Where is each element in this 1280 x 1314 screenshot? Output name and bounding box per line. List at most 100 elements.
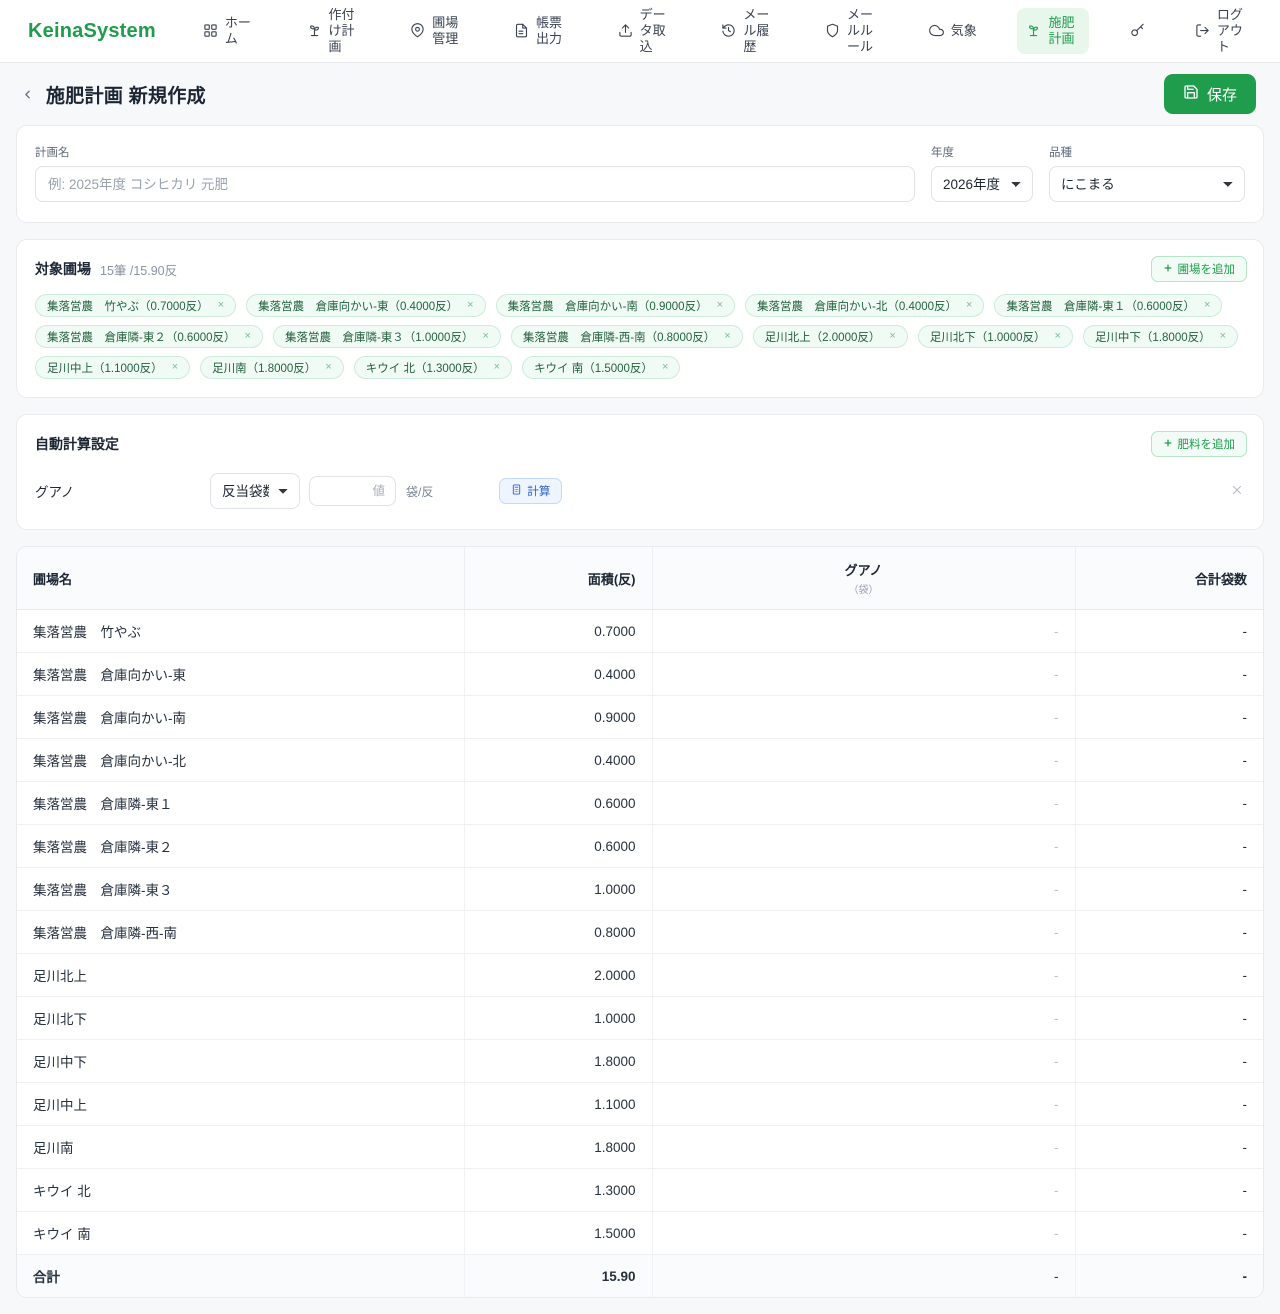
cell-fert[interactable]: -: [651, 1125, 1075, 1169]
cell-total: -: [1074, 1211, 1263, 1255]
cell-area: 1.1000: [463, 1082, 652, 1126]
cell-fert[interactable]: -: [651, 1211, 1075, 1255]
cell-fert[interactable]: -: [651, 695, 1075, 739]
field-chip: 集落営農 倉庫向かい-北（0.4000反） ×: [745, 294, 985, 317]
plan-name-input[interactable]: [35, 166, 915, 202]
close-icon[interactable]: ×: [482, 330, 489, 342]
auto-calc-title: 自動計算設定: [35, 436, 119, 452]
nav-item-7[interactable]: 気象: [920, 16, 986, 46]
table-total-row: 合計 15.90- -: [17, 1254, 1263, 1297]
document-icon: [514, 23, 529, 38]
nav-item-10[interactable]: ログアウト: [1186, 0, 1258, 62]
nav-item-label: 気象: [950, 23, 977, 39]
close-icon[interactable]: ×: [1204, 299, 1211, 311]
calculate-button[interactable]: 計算: [499, 478, 563, 504]
field-chip: 足川中下（1.8000反） ×: [1082, 325, 1239, 348]
cell-total: -: [1074, 1168, 1263, 1212]
field-chip: キウイ 北（1.3000反） ×: [353, 356, 513, 379]
cell-fert[interactable]: -: [651, 1039, 1075, 1083]
close-icon[interactable]: ×: [244, 330, 251, 342]
cell-area: 0.8000: [463, 910, 652, 954]
close-icon[interactable]: ×: [493, 361, 501, 373]
nav-item-label: 帳票出力: [535, 15, 562, 46]
cell-name: 足川中上: [17, 1082, 464, 1126]
add-fertilizer-button[interactable]: 肥料を追加: [1150, 431, 1247, 457]
nav-item-3[interactable]: 帳票出力: [505, 8, 577, 54]
field-chip-label: 集落営農 倉庫隣-東３（1.0000反）: [284, 331, 474, 344]
top-navigation: KeinaSystem ホーム 作付け計画 圃場管理 帳票出力 データ取込 メール履歴 メー…: [0, 0, 1280, 63]
calc-value-input[interactable]: [309, 476, 396, 506]
close-icon[interactable]: ×: [171, 361, 179, 373]
cell-fert[interactable]: -: [651, 738, 1075, 782]
year-label: 年度: [931, 147, 954, 159]
cell-fert[interactable]: -: [651, 867, 1075, 911]
fertilizer-name: グアノ: [35, 485, 75, 500]
close-icon[interactable]: ×: [889, 330, 896, 342]
nav-item-6[interactable]: メールルール: [816, 0, 888, 62]
cell-fert[interactable]: -: [651, 1082, 1075, 1126]
nav-item-1[interactable]: 作付け計画: [298, 0, 370, 62]
year-select[interactable]: 2026年度: [931, 166, 1033, 202]
close-icon[interactable]: ×: [661, 361, 669, 373]
save-icon: [1183, 84, 1199, 104]
col-header-fertilizer-name: グアノ: [844, 563, 883, 578]
cell-name: キウイ 北: [17, 1168, 464, 1212]
add-field-button[interactable]: 圃場を追加: [1150, 256, 1247, 282]
cell-fert[interactable]: -: [651, 996, 1075, 1040]
variety-select[interactable]: にこまる: [1049, 166, 1245, 202]
close-icon[interactable]: ×: [966, 299, 973, 311]
cell-total: -: [1074, 695, 1263, 739]
close-icon[interactable]: ×: [217, 299, 225, 311]
plan-table: 圃場名 面積(反) グアノ （袋） 合計袋数 集落営農 竹やぶ 0.7000- - 集…: [17, 547, 1263, 1297]
nav-item-4[interactable]: データ取込: [609, 0, 681, 62]
cell-fert[interactable]: -: [651, 953, 1075, 997]
calc-mode-select[interactable]: 反当袋数: [210, 473, 300, 509]
field-chip: 足川南（1.8000反） ×: [200, 356, 344, 379]
close-icon[interactable]: ×: [1219, 330, 1227, 342]
nav-item-8[interactable]: 施肥計画: [1017, 8, 1090, 54]
cell-fert[interactable]: -: [651, 781, 1075, 825]
cell-fert[interactable]: -: [651, 910, 1075, 954]
cell-total: -: [1074, 953, 1263, 997]
field-chip-label: 足川北上（2.0000反）: [764, 331, 881, 344]
plan-table-body: 集落営農 竹やぶ 0.7000- - 集落営農 倉庫向かい-東 0.4000- - 集落営農…: [17, 609, 1263, 1297]
close-icon[interactable]: ×: [1054, 330, 1061, 342]
plus-icon: [1163, 438, 1173, 451]
cell-fert[interactable]: -: [651, 652, 1075, 696]
close-icon[interactable]: ×: [724, 330, 731, 342]
cell-fert[interactable]: -: [651, 609, 1075, 653]
close-icon[interactable]: ×: [716, 299, 724, 311]
plus-icon: [1163, 263, 1173, 276]
logout-icon: [1195, 23, 1210, 38]
cell-fert[interactable]: -: [651, 1168, 1075, 1212]
variety-label: 品種: [1049, 147, 1072, 159]
app-logo[interactable]: KeinaSystem: [28, 19, 156, 42]
cell-name: 集落営農 倉庫隣-東２: [17, 824, 464, 868]
total-cell-name: 合計: [17, 1254, 464, 1297]
key-icon: [1130, 23, 1145, 38]
remove-fertilizer-icon[interactable]: [1231, 483, 1245, 499]
table-row: 集落営農 倉庫隣-西-南 0.8000- -: [17, 910, 1263, 954]
nav-items: ホーム 作付け計画 圃場管理 帳票出力 データ取込 メール履歴 メールルール 気象 施肥計画 ログ…: [176, 0, 1262, 62]
nav-item-2[interactable]: 圃場管理: [401, 8, 473, 54]
target-fields-card: 対象圃場 15筆 /15.90反 圃場を追加 集落営農 竹やぶ（0.7000反）…: [16, 239, 1264, 398]
nav-item-key-icon[interactable]: [1121, 16, 1154, 45]
cell-name: 集落営農 倉庫隣-東３: [17, 867, 464, 911]
table-row: 足川中上 1.1000- -: [17, 1082, 1263, 1126]
chevron-left-icon[interactable]: [16, 83, 38, 105]
cell-area: 1.3000: [463, 1168, 652, 1212]
cell-name: 足川北上: [17, 953, 464, 997]
calculate-label: 計算: [527, 486, 551, 498]
close-icon[interactable]: ×: [325, 361, 332, 373]
field-chip-label: 足川南（1.8000反）: [212, 362, 317, 375]
close-icon[interactable]: ×: [467, 299, 474, 311]
target-fields-meta: 15筆 /15.90反: [100, 263, 178, 278]
calculator-icon: [511, 484, 522, 498]
field-chip-label: 足川中下（1.8000反）: [1094, 331, 1211, 344]
save-button[interactable]: 保存: [1163, 74, 1256, 114]
cell-fert[interactable]: -: [651, 824, 1075, 868]
nav-item-0[interactable]: ホーム: [194, 8, 266, 54]
nav-item-5[interactable]: メール履歴: [712, 0, 784, 62]
field-chip-label: 集落営農 倉庫向かい-東（0.4000反）: [258, 300, 459, 313]
cell-total: -: [1074, 867, 1263, 911]
